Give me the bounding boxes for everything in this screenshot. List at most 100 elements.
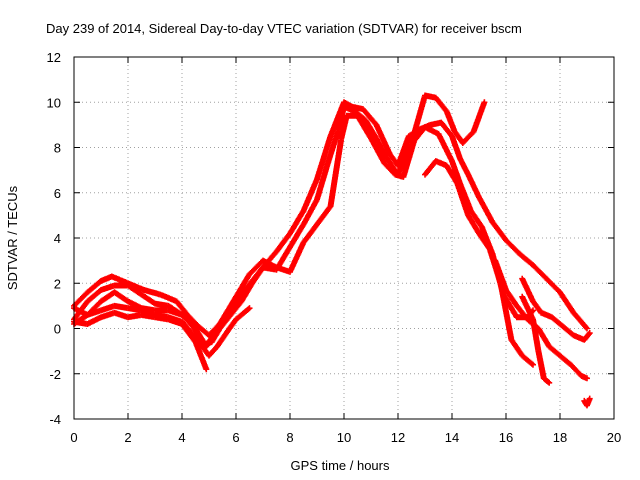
data-point-plus <box>535 348 547 380</box>
data-point-plus <box>557 352 573 367</box>
data-point-plus <box>141 287 162 298</box>
data-point-plus <box>476 230 492 251</box>
data-point-plus <box>516 250 535 268</box>
data-point-plus <box>300 177 320 214</box>
data-point-plus <box>84 288 103 305</box>
data-point-plus <box>157 291 179 304</box>
data-point-plus <box>314 134 333 183</box>
data-point-plus <box>530 262 549 281</box>
data-point-plus <box>238 281 255 305</box>
data-point-plus <box>192 339 209 371</box>
x-tick-label: 18 <box>553 430 567 445</box>
data-point-plus <box>476 194 495 224</box>
data-point-plus <box>543 275 562 295</box>
data-point-plus <box>422 124 441 137</box>
data-point-plus <box>519 275 536 303</box>
chart-title: Day 239 of 2014, Sidereal Day-to-day VTE… <box>46 21 522 36</box>
y-tick-labels: -4 -2 0 2 4 6 8 10 12 <box>47 50 61 427</box>
data-point-plus <box>535 325 552 349</box>
data-point-plus <box>179 311 198 331</box>
data-point-plus <box>111 302 130 311</box>
data-point-plus <box>481 99 488 106</box>
data-point-plus <box>519 352 535 367</box>
data-point-plus <box>492 257 509 292</box>
x-tick-label: 2 <box>124 430 131 445</box>
data-point-plus <box>411 125 427 144</box>
data-point-plus <box>546 379 553 386</box>
data-point-plus <box>457 155 471 177</box>
series-track-1 <box>71 99 590 339</box>
x-tick-label: 4 <box>178 430 185 445</box>
data-point-plus <box>381 160 398 177</box>
data-point-plus <box>246 258 265 278</box>
data-point-plus <box>465 212 482 236</box>
data-point-plus <box>125 282 144 297</box>
x-tick-label: 16 <box>499 430 513 445</box>
data-point-plus <box>373 135 390 161</box>
data-point-plus <box>84 278 103 296</box>
data-point-plus <box>314 161 331 203</box>
data-point-plus <box>503 237 522 256</box>
x-tick-label: 8 <box>286 430 293 445</box>
series-track-10 <box>581 395 593 409</box>
series-track-7 <box>492 257 590 382</box>
data-point-plus <box>173 298 190 317</box>
data-point-plus <box>327 114 341 140</box>
x-tick-label: 20 <box>607 430 621 445</box>
data-point-plus <box>84 314 103 327</box>
data-point-plus <box>465 171 482 199</box>
data-point-plus <box>138 291 157 306</box>
data-point-plus <box>513 302 530 322</box>
data-point-plus <box>368 135 387 165</box>
data-point-plus <box>567 361 584 378</box>
data-point-plus <box>454 180 471 217</box>
data-point-plus <box>548 314 565 329</box>
data-point-plus <box>559 323 576 338</box>
series-track-8 <box>519 275 593 343</box>
data-point-plus <box>435 130 455 163</box>
y-tick-label: 12 <box>47 50 61 65</box>
data-point-plus <box>449 158 463 186</box>
axis-ticks <box>73 56 615 420</box>
data-point-plus <box>530 316 542 353</box>
data-point-plus <box>273 231 293 255</box>
data-point-plus <box>443 108 458 134</box>
data-point-plus <box>508 336 525 358</box>
x-tick-label: 10 <box>337 430 351 445</box>
y-axis-title: SDTVAR / TECUs <box>5 185 20 290</box>
data-point-plus <box>432 94 449 114</box>
data-point-plus <box>98 290 117 305</box>
x-axis-title: GPS time / hours <box>291 458 390 473</box>
data-point-plus <box>586 395 593 402</box>
x-tick-label: 6 <box>232 430 239 445</box>
data-point-plus <box>222 295 239 318</box>
y-tick-label: 10 <box>47 95 61 110</box>
data-point-plus <box>395 134 412 169</box>
y-tick-label: 4 <box>54 231 61 246</box>
data-point-plus <box>300 197 320 228</box>
data-point-plus <box>327 137 344 210</box>
series-track-6 <box>422 158 536 368</box>
data-point-plus <box>214 329 230 350</box>
x-tick-label: 0 <box>70 430 77 445</box>
data-point-plus <box>519 293 536 321</box>
data-point-plus <box>192 325 209 349</box>
data-point-plus <box>400 139 417 180</box>
data-point-plus <box>233 306 252 323</box>
data-point-plus <box>470 100 487 135</box>
data-point-plus <box>467 207 484 229</box>
data-point-plus <box>125 298 144 311</box>
data-point-plus <box>184 311 201 329</box>
data-point-plus <box>203 366 210 373</box>
data-point-plus <box>111 309 130 320</box>
data-point-plus <box>206 344 220 359</box>
data-point-plus <box>287 222 306 251</box>
x-tick-label: 12 <box>391 430 405 445</box>
data-point-plus <box>287 240 306 275</box>
data-point-plus <box>449 133 463 161</box>
data-point-plus <box>586 330 593 337</box>
data-point-plus <box>459 129 476 146</box>
data-point-plus <box>540 375 552 385</box>
data-point-plus <box>546 343 562 358</box>
data-point-plus <box>557 289 576 315</box>
